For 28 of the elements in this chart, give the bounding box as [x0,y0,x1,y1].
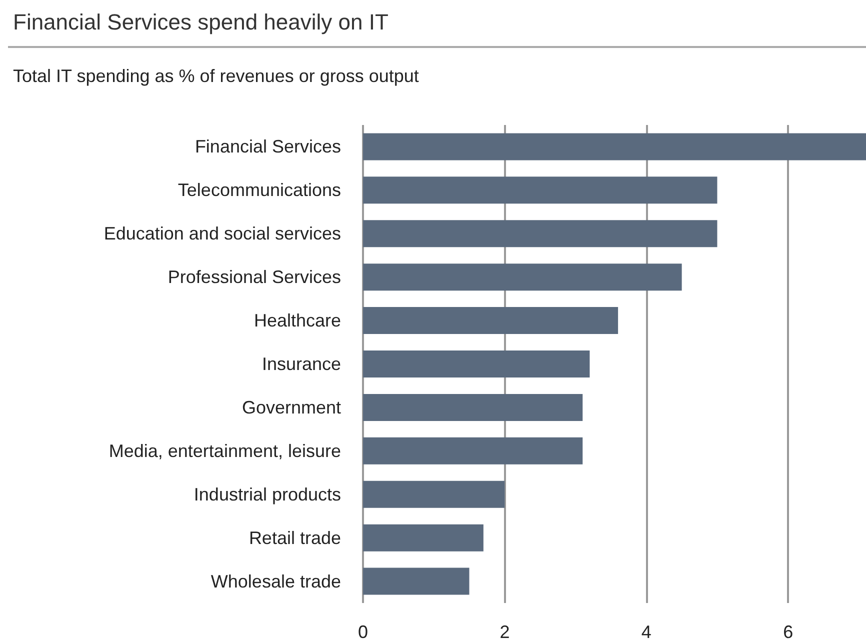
y-tick-label: Professional Services [168,267,341,288]
y-tick-label: Government [242,397,341,418]
y-tick-label: Retail trade [248,528,341,548]
bar [363,220,718,248]
x-tick-label: 6 [783,622,794,642]
bar [363,480,505,508]
chart-title: Financial Services spend heavily on IT [13,10,388,34]
bar [363,133,866,160]
x-tick-label: 0 [358,622,368,642]
y-tick-label: Education and social services [104,224,341,244]
bar [363,524,484,552]
bar [363,307,618,334]
y-tick-label: Financial Services [194,136,341,157]
bar [363,568,470,595]
text: Total IT spending as % of revenues or gross output [13,66,419,86]
bar [363,350,590,378]
bar [363,437,583,464]
bar [363,176,718,204]
y-tick-label: Wholesale trade [210,571,341,592]
x-tick-label: 4 [641,622,652,642]
y-tick-label: Insurance [262,354,341,374]
bar [363,264,682,291]
y-tick-label: Media, entertainment, leisure [108,440,341,461]
y-tick-label: Healthcare [254,310,341,331]
y-tick-label: Industrial products [194,484,341,504]
x-tick-label: 2 [500,622,510,642]
bar [363,394,583,421]
y-tick-label: Telecommunications [178,180,341,200]
